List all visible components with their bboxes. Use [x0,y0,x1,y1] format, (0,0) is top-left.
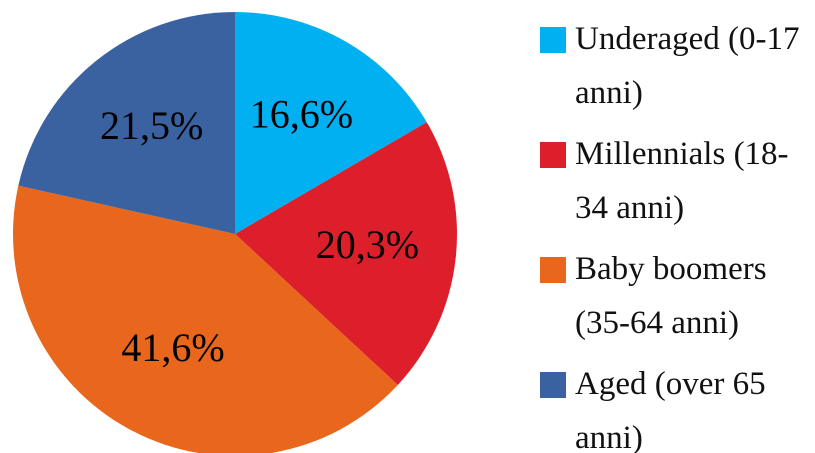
legend-item: Underaged (0-17 anni) [540,12,815,120]
legend-item: Millennials (18-34 anni) [540,127,815,235]
pie-slice [235,12,427,234]
legend-swatch [540,372,566,398]
legend-swatch [540,142,566,168]
pie-slice [18,12,235,234]
legend-label: Underaged (0-17 anni) [575,21,800,111]
legend: Underaged (0-17 anni) Millennials (18-34 … [540,12,815,453]
data-label: 21,5% [100,103,203,148]
pie-slice [13,185,398,453]
data-label: 41,6% [121,325,224,370]
pie-slice [235,122,457,385]
legend-label: Baby boomers (35-64 anni) [575,251,767,341]
legend-item: Aged (over 65 anni) [540,357,815,453]
legend-label: Aged (over 65 anni) [575,366,766,453]
data-label: 20,3% [316,222,419,267]
legend-swatch [540,257,566,283]
legend-label: Millennials (18-34 anni) [575,136,789,226]
legend-swatch [540,27,566,53]
legend-item: Baby boomers (35-64 anni) [540,242,815,350]
pie: 16,6% 20,3% 41,6% 21,5% [13,12,457,453]
data-label: 16,6% [250,92,353,137]
